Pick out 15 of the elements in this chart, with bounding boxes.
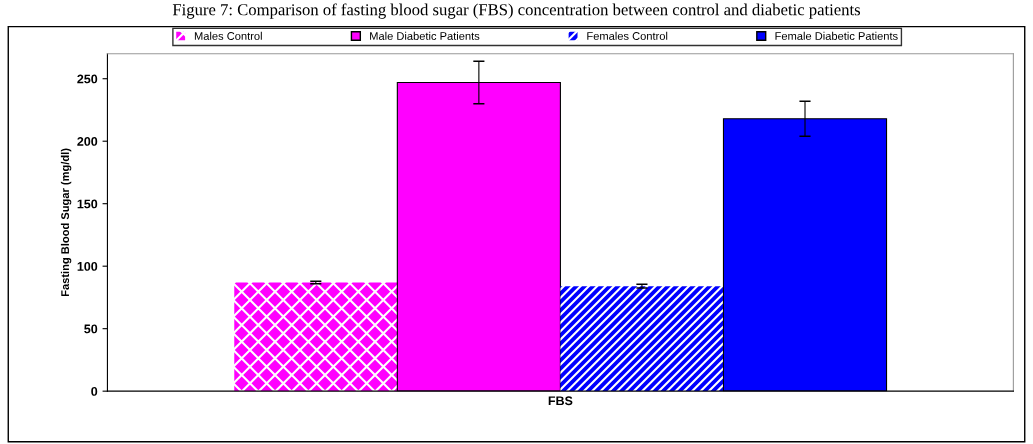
y-tick-label: 150 bbox=[77, 199, 98, 209]
y-tick-label: 100 bbox=[77, 261, 98, 271]
bar bbox=[560, 286, 724, 392]
chart-title: Figure 7: Comparison of fasting blood sugar (FBS) concentration between control and diabetic patients bbox=[172, 3, 861, 19]
legend-label: Males Control bbox=[194, 31, 262, 40]
y-axis-title: Fasting Blood Sugar (mg/dl) bbox=[60, 148, 72, 297]
y-tick-label: 50 bbox=[84, 324, 98, 334]
y-tick-label: 250 bbox=[77, 74, 98, 84]
y-tick-label: 200 bbox=[77, 137, 98, 146]
bar bbox=[234, 282, 398, 392]
legend-label: Females Control bbox=[587, 31, 668, 40]
y-tick-label: 0 bbox=[91, 386, 98, 396]
legend-label: Male Diabetic Patients bbox=[370, 31, 480, 40]
x-tick-label: FBS bbox=[548, 396, 573, 406]
legend-label: Female Diabetic Patients bbox=[775, 31, 898, 40]
